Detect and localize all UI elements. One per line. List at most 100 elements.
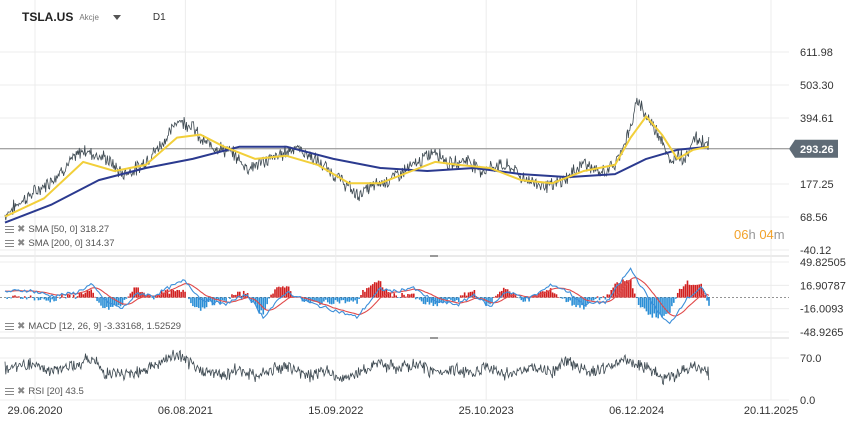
macd-legend[interactable]: ✖ MACD [12, 26, 9] -3.33168, 1.52529 (5, 321, 181, 332)
symbol-dropdown-icon[interactable] (112, 14, 121, 20)
remove-icon[interactable]: ✖ (17, 386, 26, 397)
x-tick-label: 15.09.2022 (308, 405, 363, 417)
y-tick-label: 611.98 (800, 47, 833, 59)
macd-histogram-bar (467, 292, 470, 298)
macd-histogram-bar (162, 292, 165, 298)
macd-histogram-bar (260, 297, 263, 311)
sma50-line (4, 115, 709, 218)
rsi-legend[interactable]: ✖ RSI [20] 43.5 (5, 386, 84, 397)
x-tick-label: 20.11.2025 (744, 405, 798, 417)
macd-histogram-bar (154, 296, 157, 298)
axis-labels: 29.06.2020 06.08.2021 15.09.2022 25.10.2023… (7, 47, 845, 417)
macd-histogram-bar (346, 297, 349, 302)
macd-histogram-bar (698, 284, 701, 298)
x-tick-label: 25.10.2023 (459, 405, 514, 417)
remove-icon[interactable]: ✖ (17, 224, 26, 235)
macd-histogram-bar (135, 287, 137, 298)
macd-histogram-bar (536, 295, 538, 298)
macd-histogram-bar (596, 296, 599, 298)
macd-histogram-bar (373, 282, 376, 298)
macd-histogram-bar (336, 297, 339, 302)
chart-header: TSLA.US Akcje D1 (22, 10, 166, 24)
macd-histogram-bar (360, 294, 362, 298)
macd-histogram-bar (518, 297, 521, 299)
macd-histogram-bar (21, 297, 24, 299)
macd-histogram-bar (119, 297, 122, 307)
sma200-legend[interactable]: ✖ SMA [200, 0] 314.37 (5, 238, 114, 249)
macd-histogram-bar (604, 297, 607, 300)
macd-histogram-bar (674, 297, 677, 299)
macd-histogram-bar (68, 294, 71, 298)
macd-histogram-bar (616, 282, 618, 298)
macd-histogram-bar (592, 297, 595, 301)
drag-handle-icon[interactable] (5, 240, 14, 247)
macd-label: MACD [12, 26, 9] -3.33168, 1.52529 (28, 321, 182, 332)
macd-histogram-bar (356, 297, 358, 304)
macd-histogram-bar (545, 290, 548, 298)
macd-histogram-bar (352, 297, 354, 302)
macd-histogram-bar (25, 297, 28, 300)
macd-histogram-bar (563, 297, 566, 299)
drag-handle-icon[interactable] (5, 388, 14, 395)
macd-histogram-bar (152, 297, 155, 300)
macd-histogram-bar (637, 297, 640, 305)
macd-histogram-bar (98, 297, 100, 303)
macd-histogram-bar (49, 297, 51, 303)
macd-histogram-bar (452, 297, 454, 302)
macd-histogram-bar (379, 281, 382, 298)
macd-histogram-bar (543, 291, 546, 298)
macd-histogram-bar (328, 297, 331, 304)
macd-histogram-bar (663, 297, 665, 316)
macd-histogram-bar (176, 289, 179, 298)
macd-histogram-bar (27, 297, 30, 299)
remove-icon[interactable]: ✖ (17, 238, 26, 249)
remove-icon[interactable]: ✖ (17, 321, 26, 332)
macd-histogram-bar (432, 297, 435, 306)
macd-histogram-bar (274, 289, 276, 298)
drag-handle-icon[interactable] (5, 226, 14, 233)
macd-histogram-bar (149, 295, 151, 298)
rsi-tick-label: 70.0 (800, 353, 821, 365)
timeframe-selector[interactable]: D1 (152, 11, 166, 23)
macd-histogram-bar (174, 291, 177, 298)
macd-histogram-bar (463, 292, 466, 298)
macd-histogram-bar (180, 291, 182, 298)
macd-histogram-bar (280, 287, 282, 298)
macd-histogram-bar (213, 297, 216, 306)
macd-histogram-bar (497, 294, 499, 298)
macd-histogram-bar (416, 297, 419, 299)
macd-histogram-bar (94, 296, 96, 298)
macd-histogram-bar (459, 295, 462, 298)
macd-histogram-bar (624, 281, 626, 298)
macd-histogram-bar (381, 287, 384, 298)
sma50-legend[interactable]: ✖ SMA [50, 0] 318.27 (5, 224, 109, 235)
macd-histogram-bar (508, 291, 511, 298)
macd-histogram-bar (641, 297, 644, 308)
macd-histogram-bar (583, 297, 585, 310)
macd-histogram-bar (121, 297, 124, 305)
macd-histogram-bar (368, 287, 370, 298)
macd-histogram-bar (133, 287, 136, 298)
macd-histogram-bar (575, 297, 577, 308)
macd-histogram-bar (283, 287, 286, 298)
macd-histogram-bar (6, 297, 8, 300)
macd-histogram-bar (686, 280, 689, 298)
macd-histogram-bar (53, 297, 55, 302)
macd-histogram-bar (457, 297, 460, 303)
macd-histogram-bar (164, 290, 167, 298)
macd-histogram-bar (444, 297, 446, 300)
macd-histogram-bar (688, 284, 691, 298)
macd-histogram-bar (78, 292, 81, 298)
macd-histogram-bar (446, 297, 448, 303)
macd-histogram-bar (168, 293, 171, 298)
macd-histogram-bar (192, 297, 194, 307)
macd-histogram-bar (485, 297, 487, 306)
timer-minutes-unit: m (773, 227, 785, 242)
drag-handle-icon[interactable] (5, 323, 14, 330)
macd-histogram-bar (59, 297, 61, 299)
macd-histogram-bar (229, 297, 231, 299)
macd-histogram-bar (326, 297, 329, 303)
macd-histogram-bar (477, 297, 480, 299)
macd-histogram-bar (549, 288, 552, 298)
